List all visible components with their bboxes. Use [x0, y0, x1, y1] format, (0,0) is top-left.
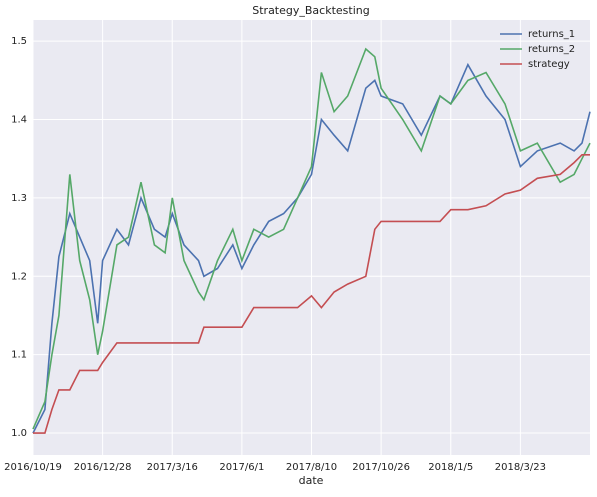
x-tick-label: 2017/3/16: [147, 462, 198, 473]
legend-label: returns_1: [528, 29, 575, 40]
x-tick-label: 2017/6/1: [219, 462, 264, 473]
line: [33, 154, 590, 434]
y-tick-label: 1.3: [11, 193, 27, 204]
y-tick-label: 1.5: [11, 36, 27, 47]
y-tick-label: 1.4: [11, 115, 27, 126]
line: [32, 47, 591, 430]
line: [32, 62, 591, 434]
y-tick-label: 1.0: [11, 428, 27, 439]
legend-label: strategy: [528, 59, 570, 70]
x-tick-label: 2017/8/10: [286, 462, 337, 473]
x-tick-label: 2016/12/28: [74, 462, 132, 473]
legend-label: returns_2: [528, 44, 575, 55]
y-tick-label: 1.2: [11, 271, 27, 282]
x-tick-label: 2018/3/23: [495, 462, 546, 473]
x-tick-label: 2018/1/5: [428, 462, 473, 473]
x-axis-label: date: [299, 474, 324, 487]
x-tick-label: 2017/10/26: [352, 462, 410, 473]
y-tick-label: 1.1: [11, 350, 27, 361]
chart-title: Strategy_Backtesting: [252, 4, 369, 17]
x-tick-label: 2016/10/19: [4, 462, 62, 473]
